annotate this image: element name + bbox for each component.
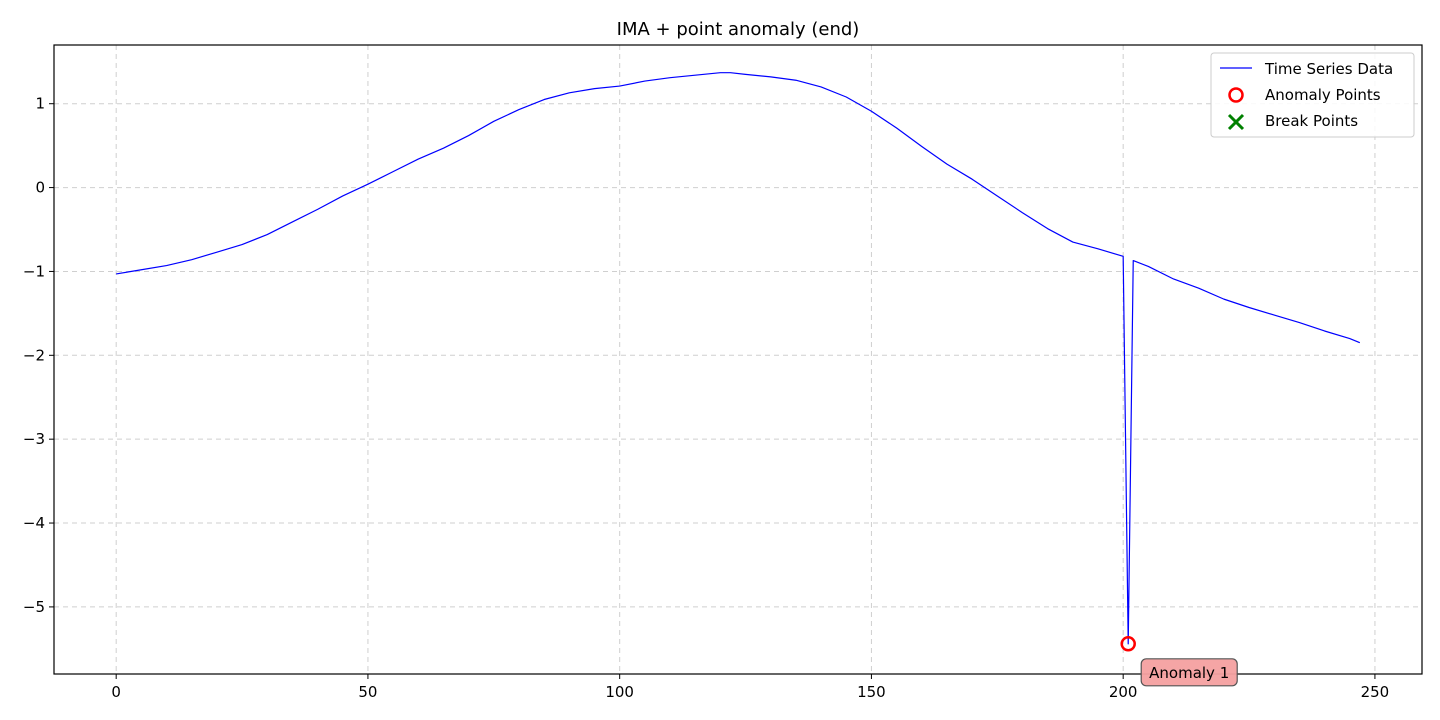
legend: Time Series Data Anomaly Points Break Po… [1210,52,1415,138]
legend-label-anomaly: Anomaly Points [1265,86,1381,104]
y-tick-label: −3 [23,430,45,448]
x-tick-label: 0 [111,683,121,701]
x-tick-label: 200 [1109,683,1138,701]
legend-break-marker [1227,113,1245,131]
annotations: Anomaly 1 [1140,658,1238,687]
x-tick-label: 50 [358,683,377,701]
annotation-label: Anomaly 1 [1149,664,1229,682]
y-axis: 1 0 −1 −2 −3 −4 −5 [23,95,54,616]
y-tick-label: −2 [23,346,45,364]
plot-frame [53,44,1423,675]
x-tick-label: 150 [857,683,886,701]
annotation-box [1140,658,1238,687]
anomaly-marker [1120,636,1136,652]
x-tick-label: 250 [1361,683,1390,701]
legend-label-break: Break Points [1265,112,1358,130]
y-tick-label: −5 [23,598,45,616]
chart-title: IMA + point anomaly (end) [617,19,860,40]
plot-area [116,72,1361,652]
series-line [116,72,1361,645]
y-tick-label: 1 [35,95,45,113]
y-tick-label: 0 [35,179,45,197]
legend-box [1210,52,1415,138]
grid [54,45,1422,674]
y-tick-label: −4 [23,514,45,532]
legend-label-series: Time Series Data [1264,60,1393,78]
x-tick-label: 100 [605,683,634,701]
legend-anomaly-marker [1228,87,1244,103]
x-axis: 0 50 100 150 200 250 [111,674,1389,701]
y-tick-label: −1 [23,262,45,280]
